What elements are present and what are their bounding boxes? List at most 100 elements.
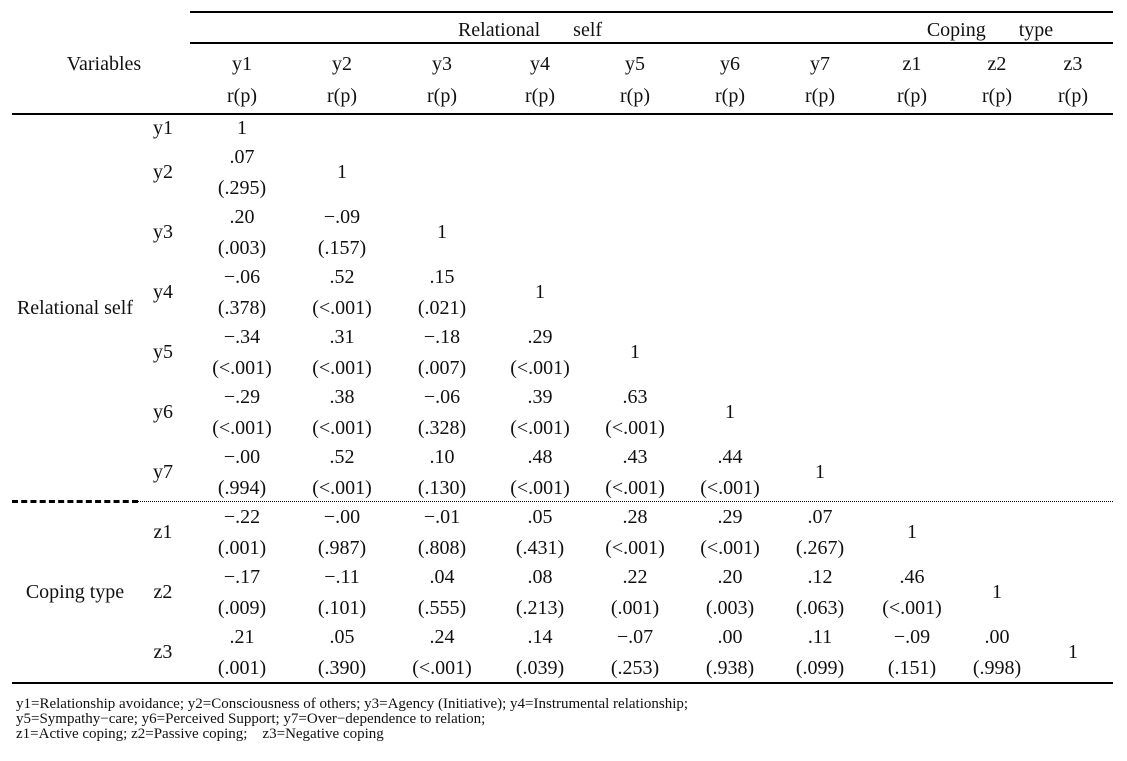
p-value: (.938) bbox=[705, 657, 755, 679]
diagonal-cell: 1 bbox=[630, 341, 640, 363]
r-value: .39 bbox=[527, 386, 553, 408]
column-stat: r(p) bbox=[525, 85, 555, 107]
p-value: (<.001) bbox=[882, 597, 942, 619]
p-value: (<.001) bbox=[212, 357, 272, 379]
row-group-label: Relational self bbox=[16, 296, 134, 319]
r-value: .63 bbox=[622, 386, 648, 408]
r-value: −.06 bbox=[223, 266, 261, 288]
p-value: (.003) bbox=[217, 237, 267, 259]
p-value: (.253) bbox=[610, 657, 660, 679]
p-value: (<.001) bbox=[700, 477, 760, 499]
p-value: (<.001) bbox=[510, 477, 570, 499]
column-stat: r(p) bbox=[897, 85, 927, 107]
p-value: (<.001) bbox=[312, 297, 372, 319]
r-value: .38 bbox=[329, 386, 355, 408]
column-stat: r(p) bbox=[227, 85, 257, 107]
r-value: .08 bbox=[527, 566, 553, 588]
p-value: (.994) bbox=[217, 477, 267, 499]
footnote: y1=Relationship avoidance; y2=Consciousn… bbox=[16, 696, 689, 712]
row-group-label: Coping type bbox=[25, 581, 125, 603]
diagonal-cell: 1 bbox=[907, 521, 917, 543]
p-value: (.378) bbox=[217, 297, 267, 319]
r-value: .52 bbox=[329, 266, 355, 288]
r-value: .31 bbox=[329, 326, 355, 348]
r-value: −.29 bbox=[223, 386, 261, 408]
row-label: y5 bbox=[153, 341, 173, 363]
r-value: −.11 bbox=[324, 566, 360, 588]
column-name: y1 bbox=[232, 53, 252, 75]
column-name: y6 bbox=[720, 53, 740, 75]
row-label: y7 bbox=[153, 461, 173, 483]
rule bbox=[12, 682, 1113, 684]
r-value: .15 bbox=[429, 266, 455, 288]
r-value: .14 bbox=[527, 626, 553, 648]
r-value: .04 bbox=[429, 566, 455, 588]
r-value: −.22 bbox=[223, 506, 261, 528]
column-name: y3 bbox=[432, 53, 452, 75]
column-stat: r(p) bbox=[805, 85, 835, 107]
header-group: Coping type bbox=[926, 19, 1054, 41]
p-value: (.009) bbox=[217, 597, 267, 619]
footnote: y5=Sympathy−care; y6=Perceived Support; … bbox=[16, 711, 486, 727]
r-value: −.34 bbox=[223, 326, 261, 348]
r-value: .46 bbox=[899, 566, 925, 588]
r-value: .20 bbox=[717, 566, 743, 588]
footnote: z1=Active coping; z2=Passive coping; z3=… bbox=[16, 726, 384, 742]
p-value: (<.001) bbox=[312, 477, 372, 499]
row-label: y1 bbox=[153, 116, 173, 139]
p-value: (.099) bbox=[795, 657, 845, 679]
p-value: (.063) bbox=[795, 597, 845, 619]
rule bbox=[12, 500, 138, 503]
rule bbox=[190, 11, 1113, 13]
diagonal-cell: 1 bbox=[337, 161, 347, 183]
p-value: (.390) bbox=[317, 657, 367, 679]
p-value: (<.001) bbox=[700, 537, 760, 559]
r-value: .24 bbox=[429, 626, 455, 648]
p-value: (.001) bbox=[217, 537, 267, 559]
p-value: (.213) bbox=[515, 597, 565, 619]
p-value: (.267) bbox=[795, 537, 845, 559]
row-label: z1 bbox=[153, 521, 173, 543]
column-stat: r(p) bbox=[327, 85, 357, 107]
header-group: Relational self bbox=[457, 19, 603, 41]
column-name: y2 bbox=[332, 53, 352, 75]
r-value: .00 bbox=[984, 626, 1010, 648]
r-value: .10 bbox=[429, 446, 455, 468]
r-value: .48 bbox=[527, 446, 553, 468]
column-name: z2 bbox=[987, 53, 1007, 75]
r-value: −.09 bbox=[893, 626, 931, 648]
p-value: (.151) bbox=[887, 657, 937, 679]
row-label: y3 bbox=[153, 221, 173, 243]
column-name: z1 bbox=[902, 53, 922, 75]
p-value: (.130) bbox=[417, 477, 467, 499]
r-value: .28 bbox=[622, 506, 648, 528]
r-value: −.00 bbox=[223, 446, 261, 468]
p-value: (<.001) bbox=[412, 657, 472, 679]
p-value: (<.001) bbox=[312, 417, 372, 439]
diagonal-cell: 1 bbox=[1068, 641, 1078, 663]
row-label: z2 bbox=[153, 581, 173, 603]
p-value: (<.001) bbox=[312, 357, 372, 379]
p-value: (.101) bbox=[317, 597, 367, 619]
r-value: .20 bbox=[229, 206, 255, 228]
r-value: .12 bbox=[807, 566, 833, 588]
column-stat: r(p) bbox=[620, 85, 650, 107]
diagonal-cell: 1 bbox=[992, 581, 1002, 603]
p-value: (<.001) bbox=[605, 417, 665, 439]
p-value: (<.001) bbox=[605, 537, 665, 559]
r-value: .52 bbox=[329, 446, 355, 468]
r-value: .05 bbox=[527, 506, 553, 528]
r-value: −.18 bbox=[423, 326, 461, 348]
p-value: (.001) bbox=[610, 597, 660, 619]
column-name: z3 bbox=[1063, 53, 1083, 75]
p-value: (<.001) bbox=[212, 417, 272, 439]
diagonal-cell: 1 bbox=[237, 116, 247, 139]
r-value: .00 bbox=[717, 626, 743, 648]
p-value: (<.001) bbox=[605, 477, 665, 499]
p-value: (<.001) bbox=[510, 357, 570, 379]
column-name: y5 bbox=[625, 53, 645, 75]
p-value: (<.001) bbox=[510, 417, 570, 439]
r-value: −.09 bbox=[323, 206, 361, 228]
rule bbox=[138, 501, 1113, 502]
p-value: (.808) bbox=[417, 537, 467, 559]
